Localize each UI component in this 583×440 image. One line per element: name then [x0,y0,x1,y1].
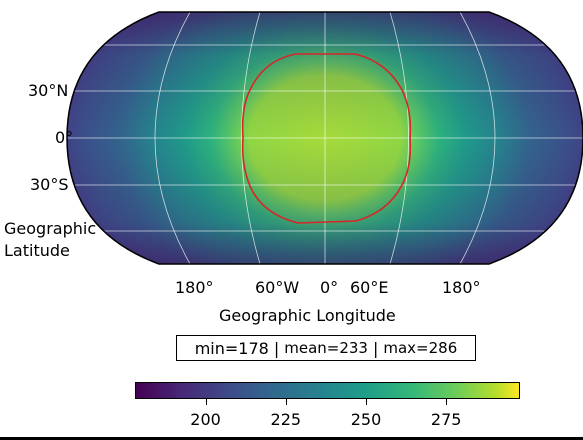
stats-mean: mean=233 [284,339,368,357]
bottom-rule [0,437,583,440]
colorbar-tick [366,399,367,405]
colorbar-tick [205,399,207,405]
stats-min: min=178 [194,338,269,358]
lat-tick-30n: 30°N [28,81,69,100]
lat-axis-label-line1: Geographic [4,219,97,238]
colorbar-tick-label: 250 [350,410,382,429]
lon-tick-0: 0° [320,278,339,297]
lon-axis-label: Geographic Longitude [219,306,396,325]
stats-separator: | [372,338,379,358]
stats-max: max=286 [383,339,458,357]
lon-tick-180w: 180° [175,278,214,297]
lon-tick-60e: 60°E [350,278,389,297]
lon-tick-60w: 60°W [255,278,300,297]
lat-tick-30s: 30°S [30,175,69,194]
stats-box: min=178 | mean=233 | max=286 [176,335,476,361]
stats-separator: | [273,338,280,358]
contour-line [241,53,412,224]
lon-tick-180e: 180° [442,278,481,297]
colorbar-tick-label: 200 [190,410,221,429]
colorbar-tick-label: 225 [270,410,302,429]
colorbar-tick-label: 275 [430,410,462,429]
colorbar-tick [446,399,448,405]
lat-axis-label-line2: Latitude [4,241,70,260]
colorbar [135,382,520,399]
lat-tick-0: 0° [55,128,74,147]
colorbar-tick [285,399,287,405]
